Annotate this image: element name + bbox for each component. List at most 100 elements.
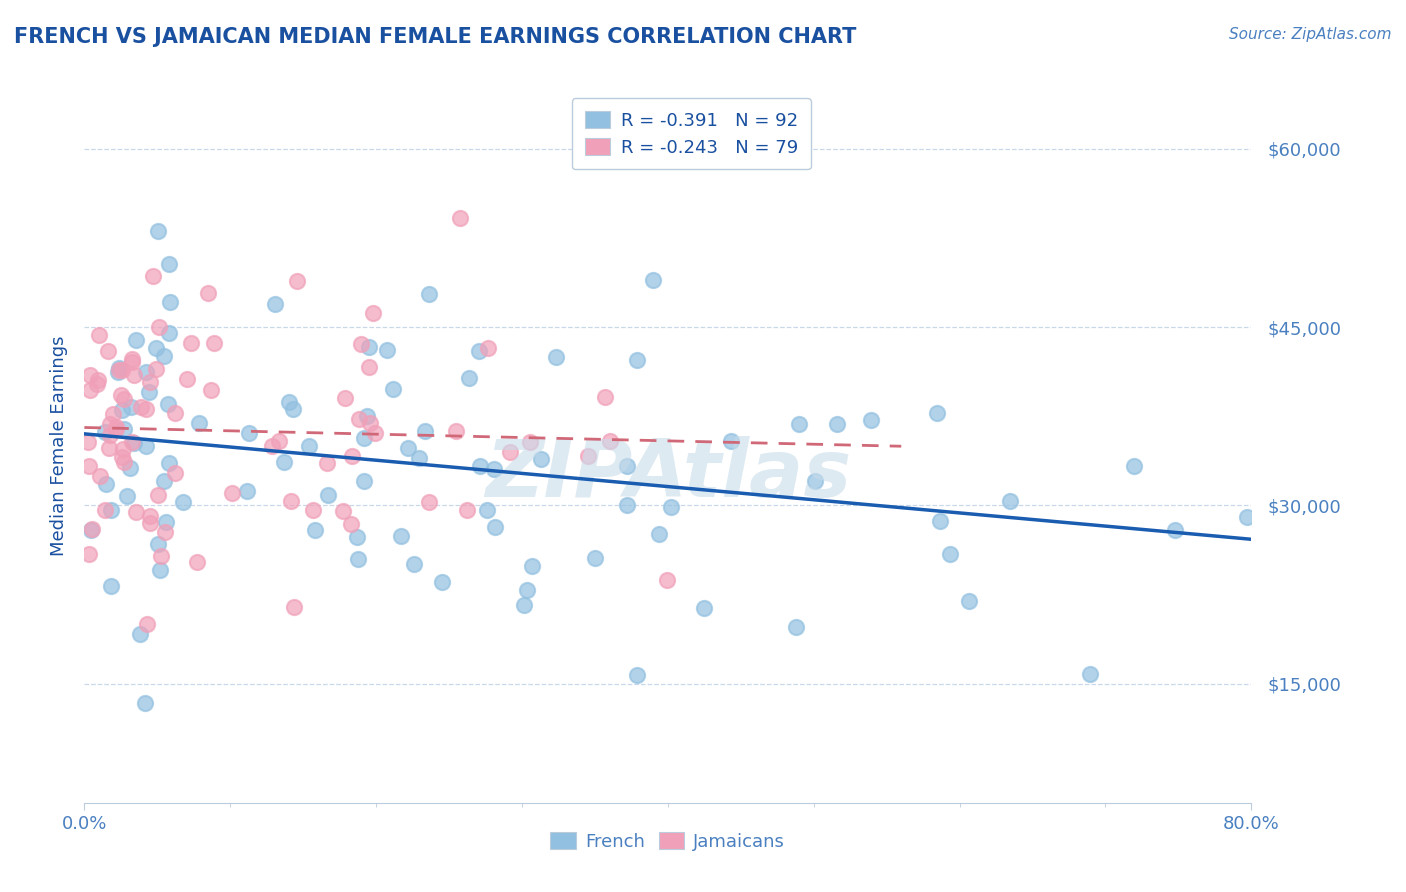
Point <box>925 406 948 420</box>
Point <box>641 273 664 287</box>
Point <box>149 563 172 577</box>
Point <box>859 412 882 426</box>
Point <box>157 397 180 411</box>
Point <box>468 344 491 359</box>
Point <box>583 550 606 565</box>
Point <box>165 405 187 419</box>
Point <box>273 455 295 469</box>
Point <box>89 468 111 483</box>
Point <box>98 427 121 442</box>
Point <box>516 583 538 598</box>
Point <box>136 617 159 632</box>
Point <box>626 352 648 367</box>
Point <box>139 375 162 389</box>
Point <box>444 425 467 439</box>
Point <box>304 523 326 537</box>
Point <box>626 668 648 682</box>
Point <box>125 505 148 519</box>
Point <box>498 445 520 459</box>
Point <box>152 474 174 488</box>
Point <box>484 519 506 533</box>
Point <box>94 476 117 491</box>
Text: Source: ZipAtlas.com: Source: ZipAtlas.com <box>1229 27 1392 42</box>
Point <box>361 306 384 320</box>
Point <box>929 514 952 528</box>
Point <box>576 449 599 463</box>
Point <box>159 456 181 470</box>
Point <box>94 503 117 517</box>
Point <box>316 456 339 470</box>
Point <box>87 327 110 342</box>
Point <box>146 224 169 238</box>
Point <box>375 343 398 357</box>
Point <box>391 529 413 543</box>
Point <box>104 420 127 434</box>
Point <box>112 422 135 436</box>
Point <box>86 373 108 387</box>
Point <box>408 450 430 465</box>
Point <box>111 450 134 464</box>
Point <box>153 350 176 364</box>
Y-axis label: Median Female Earnings: Median Female Earnings <box>49 335 67 557</box>
Point <box>595 390 617 404</box>
Point <box>353 474 375 488</box>
Point <box>346 530 368 544</box>
Point <box>530 451 553 466</box>
Point <box>359 416 381 430</box>
Point <box>98 417 121 431</box>
Point <box>80 523 103 537</box>
Point <box>112 392 135 407</box>
Point <box>100 579 122 593</box>
Point <box>76 435 98 450</box>
Point <box>347 412 370 426</box>
Point <box>340 517 363 532</box>
Point <box>129 400 152 414</box>
Point <box>80 522 103 536</box>
Point <box>153 524 176 539</box>
Point <box>347 551 370 566</box>
Point <box>121 354 143 368</box>
Point <box>477 341 499 355</box>
Point <box>122 436 145 450</box>
Point <box>281 402 304 417</box>
Point <box>120 461 142 475</box>
Point <box>148 320 170 334</box>
Point <box>262 439 284 453</box>
Point <box>107 365 129 379</box>
Point <box>107 361 129 376</box>
Point <box>544 350 567 364</box>
Point <box>159 294 181 309</box>
Point <box>157 326 180 341</box>
Point <box>138 384 160 399</box>
Point <box>86 377 108 392</box>
Point <box>785 620 807 634</box>
Point <box>418 495 440 509</box>
Point <box>302 503 325 517</box>
Point <box>332 504 354 518</box>
Point <box>720 434 742 449</box>
Point <box>1078 667 1101 681</box>
Point <box>285 274 308 288</box>
Point <box>135 401 157 416</box>
Point <box>238 425 260 440</box>
Point <box>173 495 195 509</box>
Point <box>957 594 980 608</box>
Point <box>787 417 810 431</box>
Point <box>283 600 305 615</box>
Point <box>202 335 225 350</box>
Text: FRENCH VS JAMAICAN MEDIAN FEMALE EARNINGS CORRELATION CHART: FRENCH VS JAMAICAN MEDIAN FEMALE EARNING… <box>14 27 856 46</box>
Point <box>155 515 177 529</box>
Point <box>108 362 131 376</box>
Point <box>357 340 380 354</box>
Point <box>221 485 243 500</box>
Point <box>111 362 134 376</box>
Point <box>1236 510 1258 524</box>
Point <box>145 362 167 376</box>
Point <box>121 351 143 366</box>
Point <box>79 458 101 473</box>
Point <box>97 441 120 455</box>
Point <box>316 488 339 502</box>
Point <box>415 424 437 438</box>
Point <box>112 442 135 457</box>
Point <box>97 343 120 358</box>
